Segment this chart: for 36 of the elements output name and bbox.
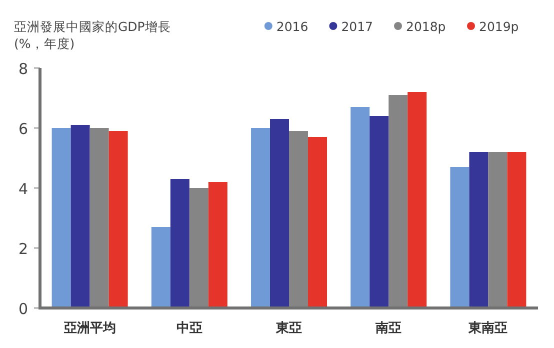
y-tick-label: 2: [18, 240, 28, 258]
bar: [251, 128, 270, 308]
bar: [308, 137, 327, 308]
chart-subtitle: (%，年度): [14, 36, 75, 51]
x-tick-label: 中亞: [176, 321, 202, 336]
y-tick-label: 6: [18, 120, 28, 138]
x-tick-label: 南亞: [374, 321, 402, 336]
bar: [189, 188, 208, 308]
bar: [70, 125, 90, 308]
legend-label: 2018p: [406, 19, 446, 34]
bar: [408, 92, 427, 308]
bar: [488, 152, 508, 308]
bar: [469, 152, 488, 308]
y-tick-label: 0: [18, 300, 28, 318]
bar: [507, 152, 526, 308]
bar: [170, 179, 190, 308]
bar: [208, 182, 228, 308]
chart-title: 亞洲發展中國家的GDP增長: [14, 19, 171, 34]
bar: [151, 227, 170, 308]
x-tick-label: 亞洲平均: [62, 321, 116, 336]
legend-label: 2019p: [479, 19, 519, 34]
bar: [289, 131, 308, 308]
bar: [370, 116, 389, 308]
bar: [270, 119, 289, 308]
y-tick-label: 4: [18, 180, 28, 198]
legend-label: 2017: [341, 19, 374, 34]
bar: [52, 128, 71, 308]
bar: [350, 107, 370, 308]
bar: [450, 167, 470, 308]
bar: [90, 128, 109, 308]
legend-label: 2016: [276, 19, 308, 34]
x-tick-label: 東亞: [275, 321, 302, 336]
bar: [108, 131, 128, 308]
x-tick-label: 東南亞: [468, 321, 508, 336]
y-tick-label: 8: [18, 60, 28, 78]
bar: [388, 95, 408, 308]
